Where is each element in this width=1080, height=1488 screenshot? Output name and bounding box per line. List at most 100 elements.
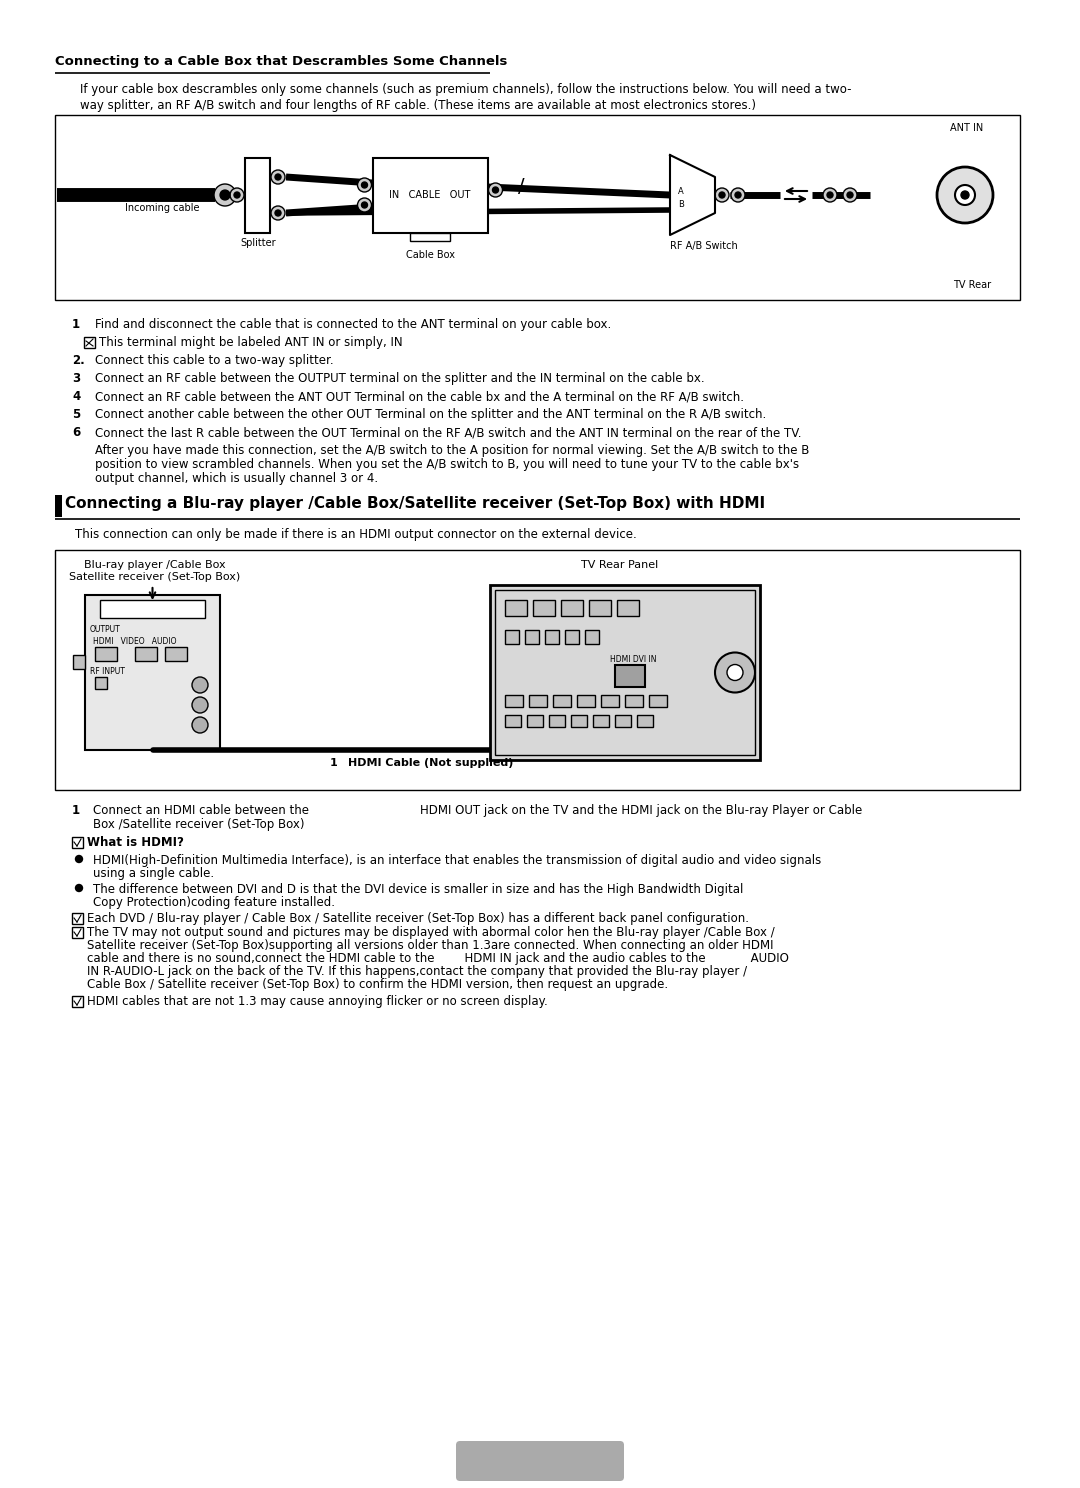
Text: HDMI DVI IN: HDMI DVI IN — [610, 655, 657, 664]
Text: 1: 1 — [72, 804, 80, 817]
Bar — [649, 695, 667, 707]
Text: TV Rear Panel: TV Rear Panel — [581, 559, 659, 570]
Circle shape — [357, 198, 372, 211]
Text: HDMI(High-Definition Multimedia Interface), is an interface that enables the tra: HDMI(High-Definition Multimedia Interfac… — [93, 854, 821, 868]
Text: HDMI OUT jack on the TV and the HDMI jack on the Blu-ray Player or Cable: HDMI OUT jack on the TV and the HDMI jac… — [420, 804, 862, 817]
Bar — [637, 716, 653, 728]
Circle shape — [234, 192, 240, 198]
Bar — [527, 716, 543, 728]
Circle shape — [214, 185, 237, 205]
Text: Each DVD / Blu-ray player / Cable Box / Satellite receiver (Set-Top Box) has a d: Each DVD / Blu-ray player / Cable Box / … — [87, 912, 750, 926]
Circle shape — [192, 696, 208, 713]
Text: Connect an RF cable between the ANT OUT Terminal on the cable bx and the A termi: Connect an RF cable between the ANT OUT … — [95, 390, 744, 403]
Bar — [84, 336, 95, 348]
Circle shape — [271, 205, 285, 220]
Bar — [549, 716, 565, 728]
Text: ANT IN: ANT IN — [950, 124, 983, 132]
Bar — [55, 115, 1020, 301]
Text: 1: 1 — [72, 318, 80, 330]
Bar — [95, 647, 117, 661]
Circle shape — [827, 192, 833, 198]
Text: B: B — [678, 199, 684, 208]
Text: What is HDMI?: What is HDMI? — [87, 836, 184, 850]
Bar — [593, 716, 609, 728]
Bar — [525, 629, 539, 644]
Text: IN R-AUDIO-L jack on the back of the TV. If this happens,contact the company tha: IN R-AUDIO-L jack on the back of the TV.… — [87, 966, 747, 978]
Circle shape — [230, 187, 244, 202]
Bar — [490, 585, 760, 760]
Circle shape — [715, 187, 729, 202]
Text: Box /Satellite receiver (Set-Top Box): Box /Satellite receiver (Set-Top Box) — [93, 818, 305, 830]
Text: HDMI cables that are not 1.3 may cause annoying flicker or no screen display.: HDMI cables that are not 1.3 may cause a… — [87, 995, 548, 1007]
Circle shape — [937, 167, 993, 223]
Text: Connect another cable between the other OUT Terminal on the splitter and the ANT: Connect another cable between the other … — [95, 408, 766, 421]
Text: cable and there is no sound,connect the HDMI cable to the        HDMI IN jack an: cable and there is no sound,connect the … — [87, 952, 788, 966]
Circle shape — [220, 190, 230, 199]
Text: /: / — [517, 177, 524, 196]
Bar — [72, 995, 83, 1007]
Bar — [505, 695, 523, 707]
Bar — [72, 927, 83, 937]
Text: After you have made this connection, set the A/B switch to the A position for no: After you have made this connection, set… — [95, 443, 809, 457]
Bar — [529, 695, 546, 707]
Bar — [615, 716, 631, 728]
Bar — [505, 600, 527, 616]
Circle shape — [843, 187, 858, 202]
Circle shape — [955, 185, 975, 205]
Text: IN   CABLE   OUT: IN CABLE OUT — [389, 190, 471, 199]
Text: The TV may not output sound and pictures may be displayed with abormal color hen: The TV may not output sound and pictures… — [87, 926, 774, 939]
Text: Connecting a Blu-ray player /Cable Box/Satellite receiver (Set-Top Box) with HDM: Connecting a Blu-ray player /Cable Box/S… — [65, 496, 765, 510]
Text: Connecting to a Cable Box that Descrambles Some Channels: Connecting to a Cable Box that Descrambl… — [55, 55, 508, 68]
Text: TV Rear: TV Rear — [953, 280, 991, 290]
Circle shape — [192, 717, 208, 734]
Circle shape — [76, 856, 82, 863]
Bar — [100, 600, 205, 618]
Text: Connect the last R cable between the OUT Terminal on the RF A/B switch and the A: Connect the last R cable between the OUT… — [95, 426, 801, 439]
Text: output channel, which is usually channel 3 or 4.: output channel, which is usually channel… — [95, 472, 378, 485]
Bar — [553, 695, 571, 707]
Bar — [72, 914, 83, 924]
Circle shape — [275, 210, 281, 216]
Bar — [545, 629, 559, 644]
Bar — [617, 600, 639, 616]
Circle shape — [823, 187, 837, 202]
Bar — [600, 695, 619, 707]
Bar — [72, 836, 83, 848]
Bar — [534, 600, 555, 616]
Text: Find and disconnect the cable that is connected to the ANT terminal on your cabl: Find and disconnect the cable that is co… — [95, 318, 611, 330]
Text: Cable Box: Cable Box — [405, 250, 455, 260]
Circle shape — [362, 202, 367, 208]
Bar — [505, 629, 519, 644]
Polygon shape — [670, 155, 715, 235]
Text: 3: 3 — [72, 372, 80, 385]
Bar — [85, 595, 220, 750]
Text: Copy Protection)coding feature installed.: Copy Protection)coding feature installed… — [93, 896, 335, 909]
Circle shape — [492, 187, 499, 193]
Bar — [165, 647, 187, 661]
Bar — [95, 677, 107, 689]
Bar — [589, 600, 611, 616]
Text: position to view scrambled channels. When you set the A/B switch to B, you will : position to view scrambled channels. Whe… — [95, 458, 799, 472]
Text: RF A/B Switch: RF A/B Switch — [670, 241, 738, 251]
Bar — [577, 695, 595, 707]
Circle shape — [76, 884, 82, 891]
Text: Cable Box / Satellite receiver (Set-Top Box) to confirm the HDMI version, then r: Cable Box / Satellite receiver (Set-Top … — [87, 978, 669, 991]
Text: Connect an HDMI cable between the: Connect an HDMI cable between the — [93, 804, 309, 817]
Bar — [585, 629, 599, 644]
Text: Satellite receiver (Set-Top Box): Satellite receiver (Set-Top Box) — [69, 571, 241, 582]
Text: This terminal might be labeled ANT IN or simply, IN: This terminal might be labeled ANT IN or… — [99, 336, 403, 350]
Bar — [615, 665, 645, 687]
Bar — [135, 647, 157, 661]
Bar — [55, 551, 1020, 790]
Circle shape — [731, 187, 745, 202]
Text: RF INPUT: RF INPUT — [90, 667, 125, 676]
Bar — [571, 716, 588, 728]
Text: 2.: 2. — [72, 354, 84, 368]
Bar — [55, 496, 62, 516]
Text: English - 8: English - 8 — [496, 1454, 584, 1469]
Text: 1: 1 — [330, 757, 338, 768]
Circle shape — [357, 179, 372, 192]
Bar — [373, 158, 487, 232]
Text: Satellite receiver (Set-Top Box)supporting all versions older than 1.3are connec: Satellite receiver (Set-Top Box)supporti… — [87, 939, 773, 952]
Text: If your cable box descrambles only some channels (such as premium channels), fol: If your cable box descrambles only some … — [80, 83, 851, 97]
